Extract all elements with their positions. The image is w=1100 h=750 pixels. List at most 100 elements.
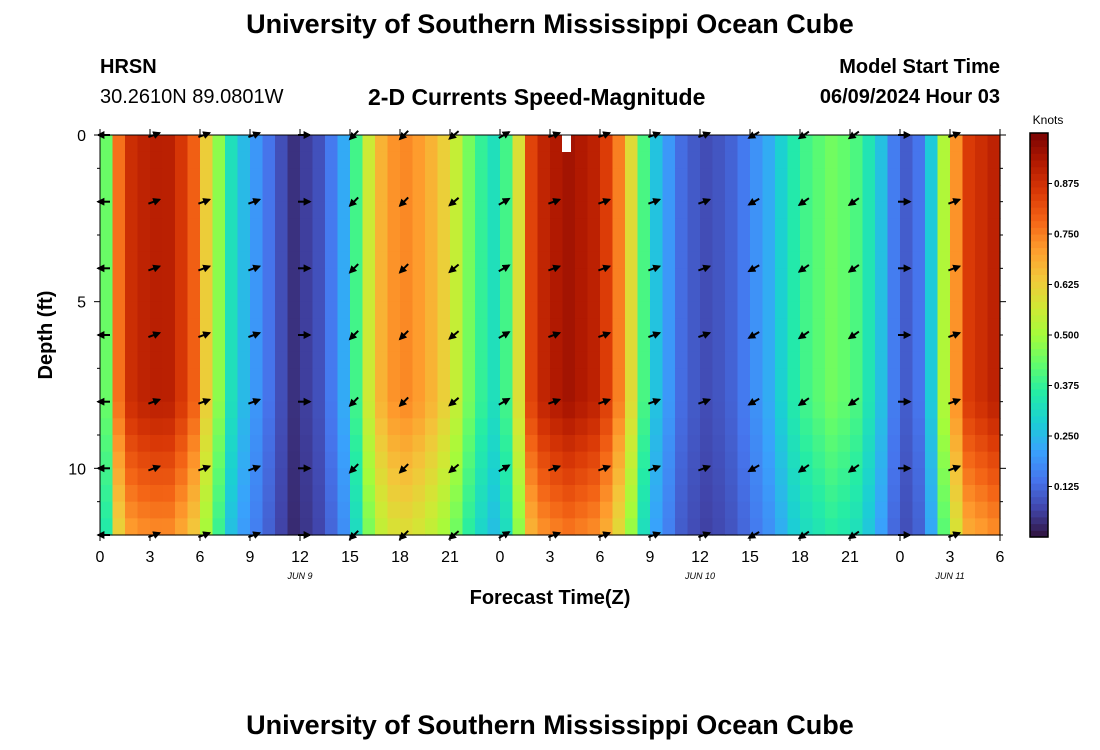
heatmap-cell (512, 468, 526, 486)
heatmap-cell (662, 501, 676, 519)
heatmap-cell (400, 518, 414, 536)
heatmap-cell (537, 518, 551, 536)
current-vector (398, 196, 409, 208)
heatmap-cell (462, 318, 476, 336)
colorbar-segment (1030, 442, 1048, 451)
heatmap-cell (625, 135, 639, 153)
heatmap-cell (800, 135, 814, 153)
heatmap-cell (837, 518, 851, 536)
heatmap-cell (450, 251, 464, 269)
heatmap-cell (937, 351, 951, 369)
heatmap-cell (887, 251, 901, 269)
heatmap-cell (712, 401, 726, 419)
heatmap-cell (250, 351, 264, 369)
heatmap-cell (125, 485, 139, 503)
heatmap-cell (175, 268, 189, 286)
heatmap-cell (862, 485, 876, 503)
heatmap-cell (287, 285, 301, 303)
heatmap-cell (862, 218, 876, 236)
heatmap-cell (987, 251, 1001, 269)
heatmap-cell (137, 485, 151, 503)
heatmap-cell (687, 401, 701, 419)
heatmap-cell (575, 135, 589, 153)
heatmap-cell (775, 318, 789, 336)
heatmap-cell (687, 518, 701, 536)
heatmap-cell (800, 501, 814, 519)
heatmap-cell (825, 235, 839, 253)
x-tick-label: 12 (291, 549, 309, 566)
heatmap-cell (750, 168, 764, 186)
heatmap-cell (662, 351, 676, 369)
heatmap-cell (712, 201, 726, 219)
heatmap-cell (662, 518, 676, 536)
heatmap-cell (187, 151, 201, 169)
current-vector (797, 397, 810, 407)
heatmap-cell (150, 251, 164, 269)
heatmap-cell (162, 385, 176, 403)
heatmap-cell (500, 401, 514, 419)
heatmap-cell (737, 418, 751, 436)
heatmap-cell (475, 435, 489, 453)
heatmap-cell (837, 318, 851, 336)
heatmap-cell (775, 168, 789, 186)
heatmap-cell (750, 368, 764, 386)
heatmap-cell (437, 435, 451, 453)
surface-marker (562, 135, 571, 152)
heatmap-cell (175, 235, 189, 253)
heatmap-cell (750, 201, 764, 219)
heatmap-cell (300, 168, 314, 186)
heatmap-cell (700, 368, 714, 386)
heatmap-cell (425, 368, 439, 386)
heatmap-cell (100, 485, 114, 503)
heatmap-cell (525, 485, 539, 503)
heatmap-cell (650, 168, 664, 186)
heatmap-cell (412, 435, 426, 453)
heatmap-cell (512, 251, 526, 269)
heatmap-cell (462, 235, 476, 253)
heatmap-cell (650, 401, 664, 419)
heatmap-cell (687, 301, 701, 319)
heatmap-cell (100, 435, 114, 453)
heatmap-cell (862, 518, 876, 536)
heatmap-cell (812, 385, 826, 403)
heatmap-cell (112, 451, 126, 469)
heatmap-cell (362, 251, 376, 269)
heatmap-cell (325, 168, 339, 186)
heatmap-cell (550, 285, 564, 303)
heatmap-cell (725, 501, 739, 519)
heatmap-cell (587, 301, 601, 319)
heatmap-cell (412, 135, 426, 153)
heatmap-cell (462, 151, 476, 169)
heatmap-cell (225, 468, 239, 486)
heatmap-cell (137, 351, 151, 369)
heatmap-cell (250, 435, 264, 453)
heatmap-cell (425, 335, 439, 353)
heatmap-cell (450, 418, 464, 436)
heatmap-cell (625, 251, 639, 269)
heatmap-cell (750, 285, 764, 303)
heatmap-cell (650, 385, 664, 403)
heatmap-cell (175, 135, 189, 153)
heatmap-cell (550, 218, 564, 236)
heatmap-cell (625, 268, 639, 286)
heatmap-cell (587, 235, 601, 253)
current-vector (248, 398, 262, 406)
heatmap-cell (150, 351, 164, 369)
heatmap-cell (775, 235, 789, 253)
heatmap-cell (950, 468, 964, 486)
heatmap-cell (650, 135, 664, 153)
heatmap-cell (375, 135, 389, 153)
heatmap-cell (162, 201, 176, 219)
heatmap-cell (325, 518, 339, 536)
heatmap-cell (275, 185, 289, 203)
heatmap-cell (712, 335, 726, 353)
heatmap-cell (187, 485, 201, 503)
heatmap-cell (950, 218, 964, 236)
heatmap-cell (625, 335, 639, 353)
heatmap-cell (487, 285, 501, 303)
heatmap-cell (875, 351, 889, 369)
heatmap-cell (900, 251, 914, 269)
heatmap-cell (187, 285, 201, 303)
heatmap-cell (837, 251, 851, 269)
heatmap-cell (937, 268, 951, 286)
